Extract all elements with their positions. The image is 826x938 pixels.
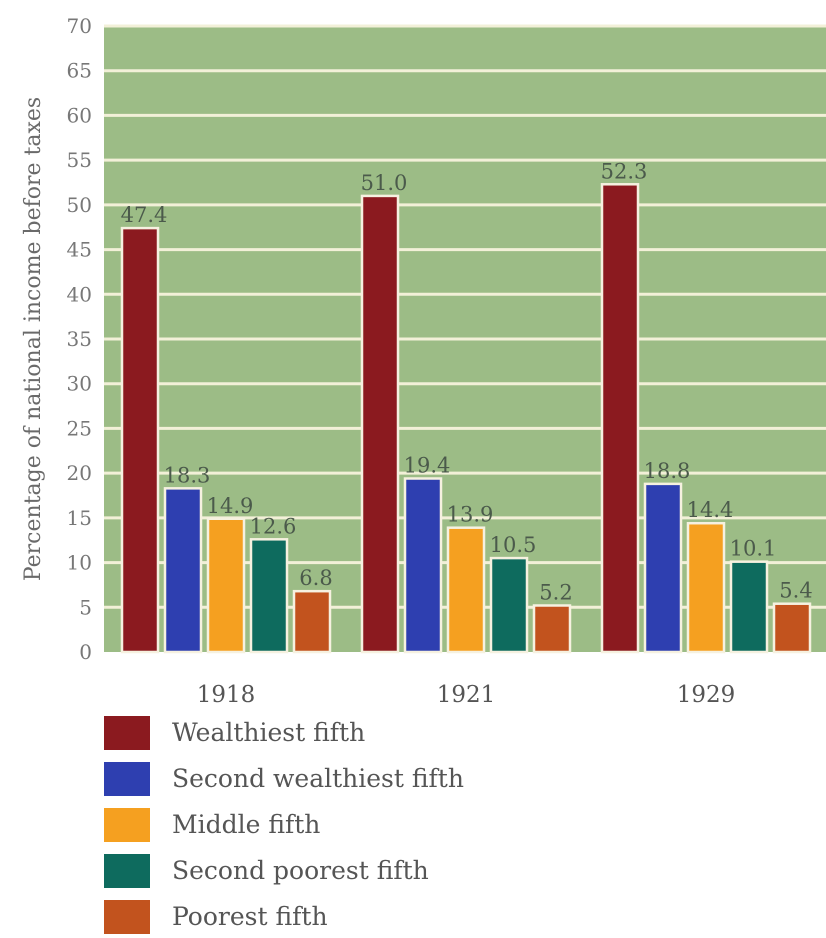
y-tick-label: 50 <box>67 193 92 217</box>
y-tick-label: 10 <box>67 551 92 575</box>
data-label: 13.9 <box>447 503 494 527</box>
data-label: 14.4 <box>687 498 734 522</box>
legend-item: Poorest fifth <box>104 892 624 938</box>
y-tick-label: 25 <box>67 416 92 440</box>
data-label: 10.1 <box>730 537 777 561</box>
bar <box>206 517 246 654</box>
bar <box>403 477 443 654</box>
y-tick-label: 45 <box>67 238 92 262</box>
bar <box>292 589 332 654</box>
x-category-label: 1918 <box>197 682 256 708</box>
data-label: 47.4 <box>121 203 168 227</box>
legend-label: Middle fifth <box>172 810 321 839</box>
y-tick-label: 30 <box>67 372 92 396</box>
y-tick-label: 35 <box>67 327 92 351</box>
data-labels: 47.4 18.3 14.912.6 6.8 51.0 19.4 13.9 10.55.2 52… <box>121 159 813 604</box>
y-tick-label: 70 <box>67 14 92 38</box>
data-label: 10.5 <box>490 533 537 557</box>
data-label: 14.9 <box>207 494 254 518</box>
y-tick-label: 55 <box>67 148 92 172</box>
bar <box>446 526 486 654</box>
bar <box>729 560 769 654</box>
legend-item: Second wealthiest fifth <box>104 754 624 800</box>
legend-label: Second wealthiest fifth <box>172 764 464 793</box>
bars <box>120 183 812 654</box>
data-label: 52.3 <box>601 159 648 183</box>
data-label: 6.8 <box>299 566 332 590</box>
legend-item: Middle fifth <box>104 800 624 846</box>
legend-label: Wealthiest fifth <box>172 718 366 747</box>
y-tick-label: 20 <box>67 461 92 485</box>
y-tick-label: 65 <box>67 59 92 83</box>
data-label: 51.0 <box>361 171 408 195</box>
legend-item: Wealthiest fifth <box>104 708 624 754</box>
data-label: 12.6 <box>250 514 297 538</box>
bar <box>772 602 812 654</box>
bar <box>360 194 400 654</box>
legend-swatch <box>104 716 150 750</box>
legend: Wealthiest fifth Second wealthiest fifth M… <box>104 708 624 938</box>
bar <box>600 183 640 654</box>
y-axis-label: Percentage of national income before tax… <box>21 97 46 581</box>
legend-label: Second poorest fifth <box>172 856 429 885</box>
y-tick-label: 40 <box>67 282 92 306</box>
legend-item: Second poorest fifth <box>104 846 624 892</box>
legend-label: Poorest fifth <box>172 902 328 931</box>
y-tick-label: 0 <box>79 640 92 664</box>
bar <box>120 226 160 654</box>
x-category-label: 1929 <box>677 682 736 708</box>
bar <box>686 521 726 654</box>
bar <box>249 538 289 654</box>
y-tick-label: 5 <box>79 595 92 619</box>
bar <box>163 487 203 654</box>
y-tick-label: 60 <box>67 103 92 127</box>
data-label: 5.2 <box>539 580 572 604</box>
data-label: 18.8 <box>644 459 691 483</box>
legend-swatch <box>104 900 150 934</box>
legend-swatch <box>104 762 150 796</box>
legend-swatch <box>104 808 150 842</box>
data-label: 5.4 <box>779 579 812 603</box>
bar <box>643 482 683 654</box>
y-tick-label: 15 <box>67 506 92 530</box>
bar <box>532 604 572 654</box>
x-axis-categories: 1918 1921 1929 <box>197 682 736 708</box>
bar <box>489 556 529 654</box>
data-label: 18.3 <box>164 463 211 487</box>
y-axis-ticks: 0 5 10 15 20 25 30 35 40 45 50 55 60 65 70 <box>67 14 92 664</box>
legend-swatch <box>104 854 150 888</box>
x-category-label: 1921 <box>437 682 496 708</box>
data-label: 19.4 <box>404 454 451 478</box>
